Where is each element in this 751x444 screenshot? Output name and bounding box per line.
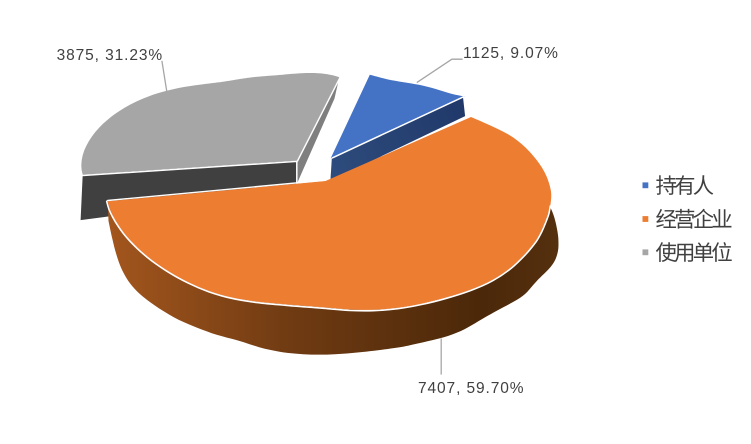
svg-text:7407, 59.70%: 7407, 59.70% [418, 380, 524, 397]
svg-text:1125, 9.07%: 1125, 9.07% [463, 45, 559, 62]
svg-text:3875, 31.23%: 3875, 31.23% [57, 47, 163, 64]
